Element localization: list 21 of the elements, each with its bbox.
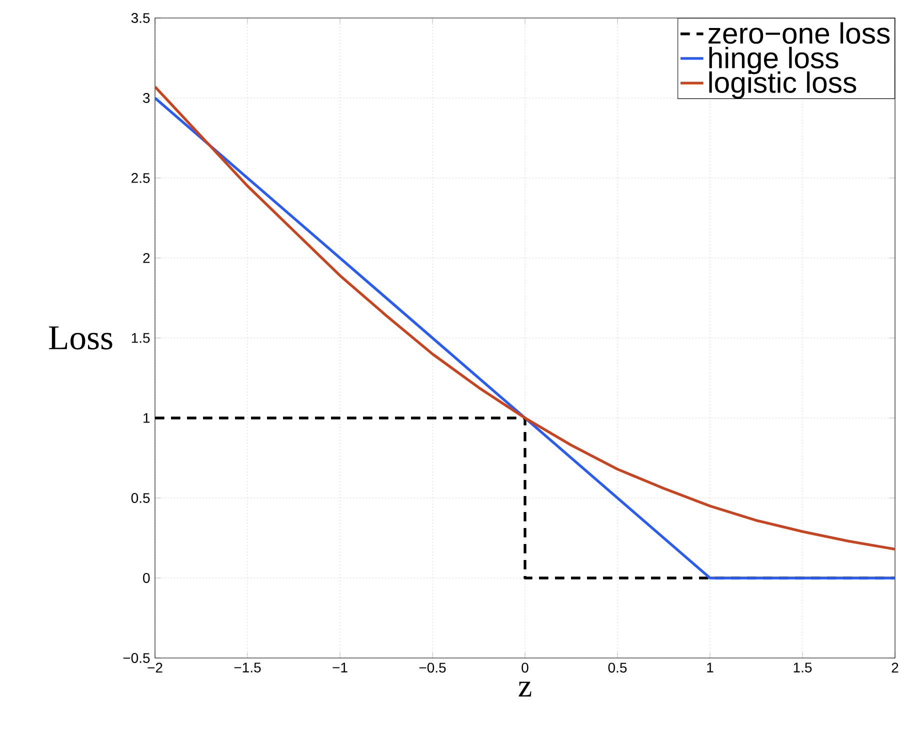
- x-axis-title: z: [518, 682, 532, 696]
- x-tick-label: −1.5: [234, 662, 261, 672]
- y-tick-label: 1: [144, 413, 150, 423]
- y-tick-label: −0.5: [123, 653, 150, 663]
- x-tick-label: −1: [332, 662, 348, 672]
- y-tick-label: 2.5: [132, 173, 150, 183]
- y-axis-title: Loss: [49, 326, 112, 350]
- x-tick-label: 2: [892, 662, 898, 672]
- y-tick-label: 2: [143, 253, 150, 263]
- y-tick-label: 1.5: [132, 333, 150, 343]
- y-tick-label: 3: [143, 93, 150, 103]
- y-tick-label: 0.5: [131, 493, 150, 503]
- x-tick-label: 1.5: [794, 662, 812, 672]
- y-tick-label: 3.5: [131, 13, 150, 23]
- x-tick-label: −2: [148, 662, 162, 672]
- x-tick-label: −0.5: [419, 662, 446, 673]
- text: zero−one loss: [708, 22, 890, 44]
- x-tick-label: 0.5: [608, 662, 627, 673]
- x-tick-label: 1: [707, 662, 714, 672]
- y-tick-label: 0: [143, 573, 150, 583]
- x-tick-label: 0: [522, 662, 528, 673]
